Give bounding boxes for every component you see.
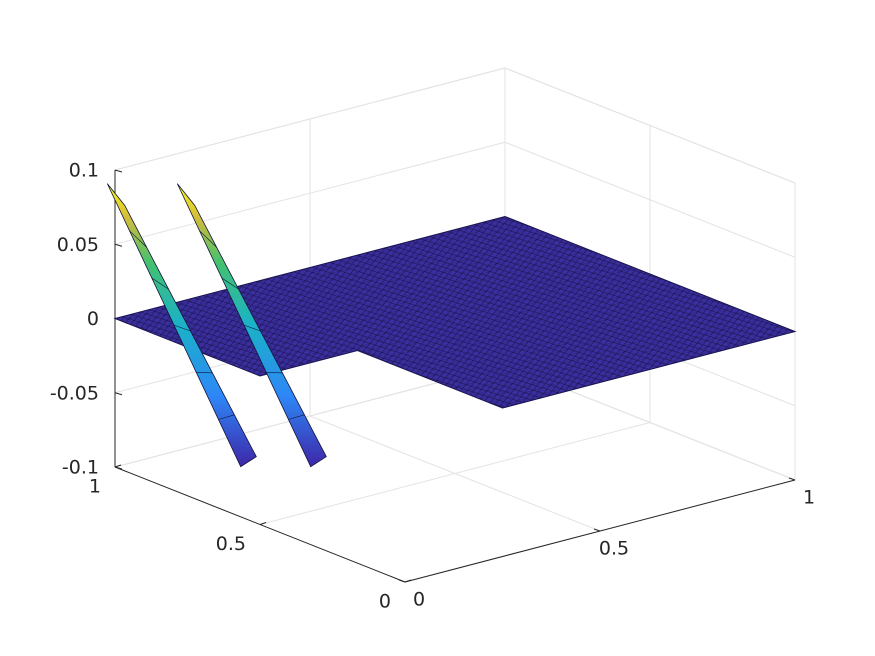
x-tick (593, 528, 601, 532)
x-tick (788, 477, 796, 481)
grid-line (504, 67, 796, 184)
grid-line (114, 67, 506, 171)
z-tick-label: -0.1 (62, 457, 99, 479)
y-tick (404, 579, 412, 583)
mesh-line (221, 277, 239, 290)
grid-line (504, 141, 796, 258)
mesh-line (266, 372, 283, 374)
x-tick (398, 579, 406, 583)
z-tick (114, 466, 123, 470)
mesh-line (218, 414, 235, 420)
x-tick-label: 1 (803, 487, 815, 509)
x-tick-label: 0.5 (599, 538, 629, 560)
flat-surface (113, 215, 797, 409)
grid-line (259, 422, 651, 525)
y-tick-label: 0 (379, 591, 391, 613)
z-tick (114, 243, 123, 247)
x-tick-label: 0 (413, 589, 425, 611)
surface-mesh (106, 183, 797, 468)
z-tick (114, 392, 123, 396)
y-tick (259, 522, 267, 525)
mesh-line (243, 324, 261, 332)
grid-line (114, 141, 506, 245)
mesh-line (173, 324, 191, 332)
mesh-line (199, 230, 217, 248)
z-tick-label: 0 (87, 308, 99, 330)
y-tick (114, 464, 122, 468)
z-tick-label: 0.05 (57, 234, 99, 256)
mesh-line (129, 230, 147, 248)
z-tick (114, 169, 123, 173)
mesh-line (196, 372, 213, 374)
mesh-line (288, 414, 305, 420)
z-tick-label: -0.05 (50, 382, 99, 404)
z-tick-label: 0.1 (69, 160, 99, 182)
y-tick-label: 0.5 (216, 533, 246, 555)
y-tick-label: 1 (89, 476, 101, 498)
mesh-line (151, 277, 169, 290)
